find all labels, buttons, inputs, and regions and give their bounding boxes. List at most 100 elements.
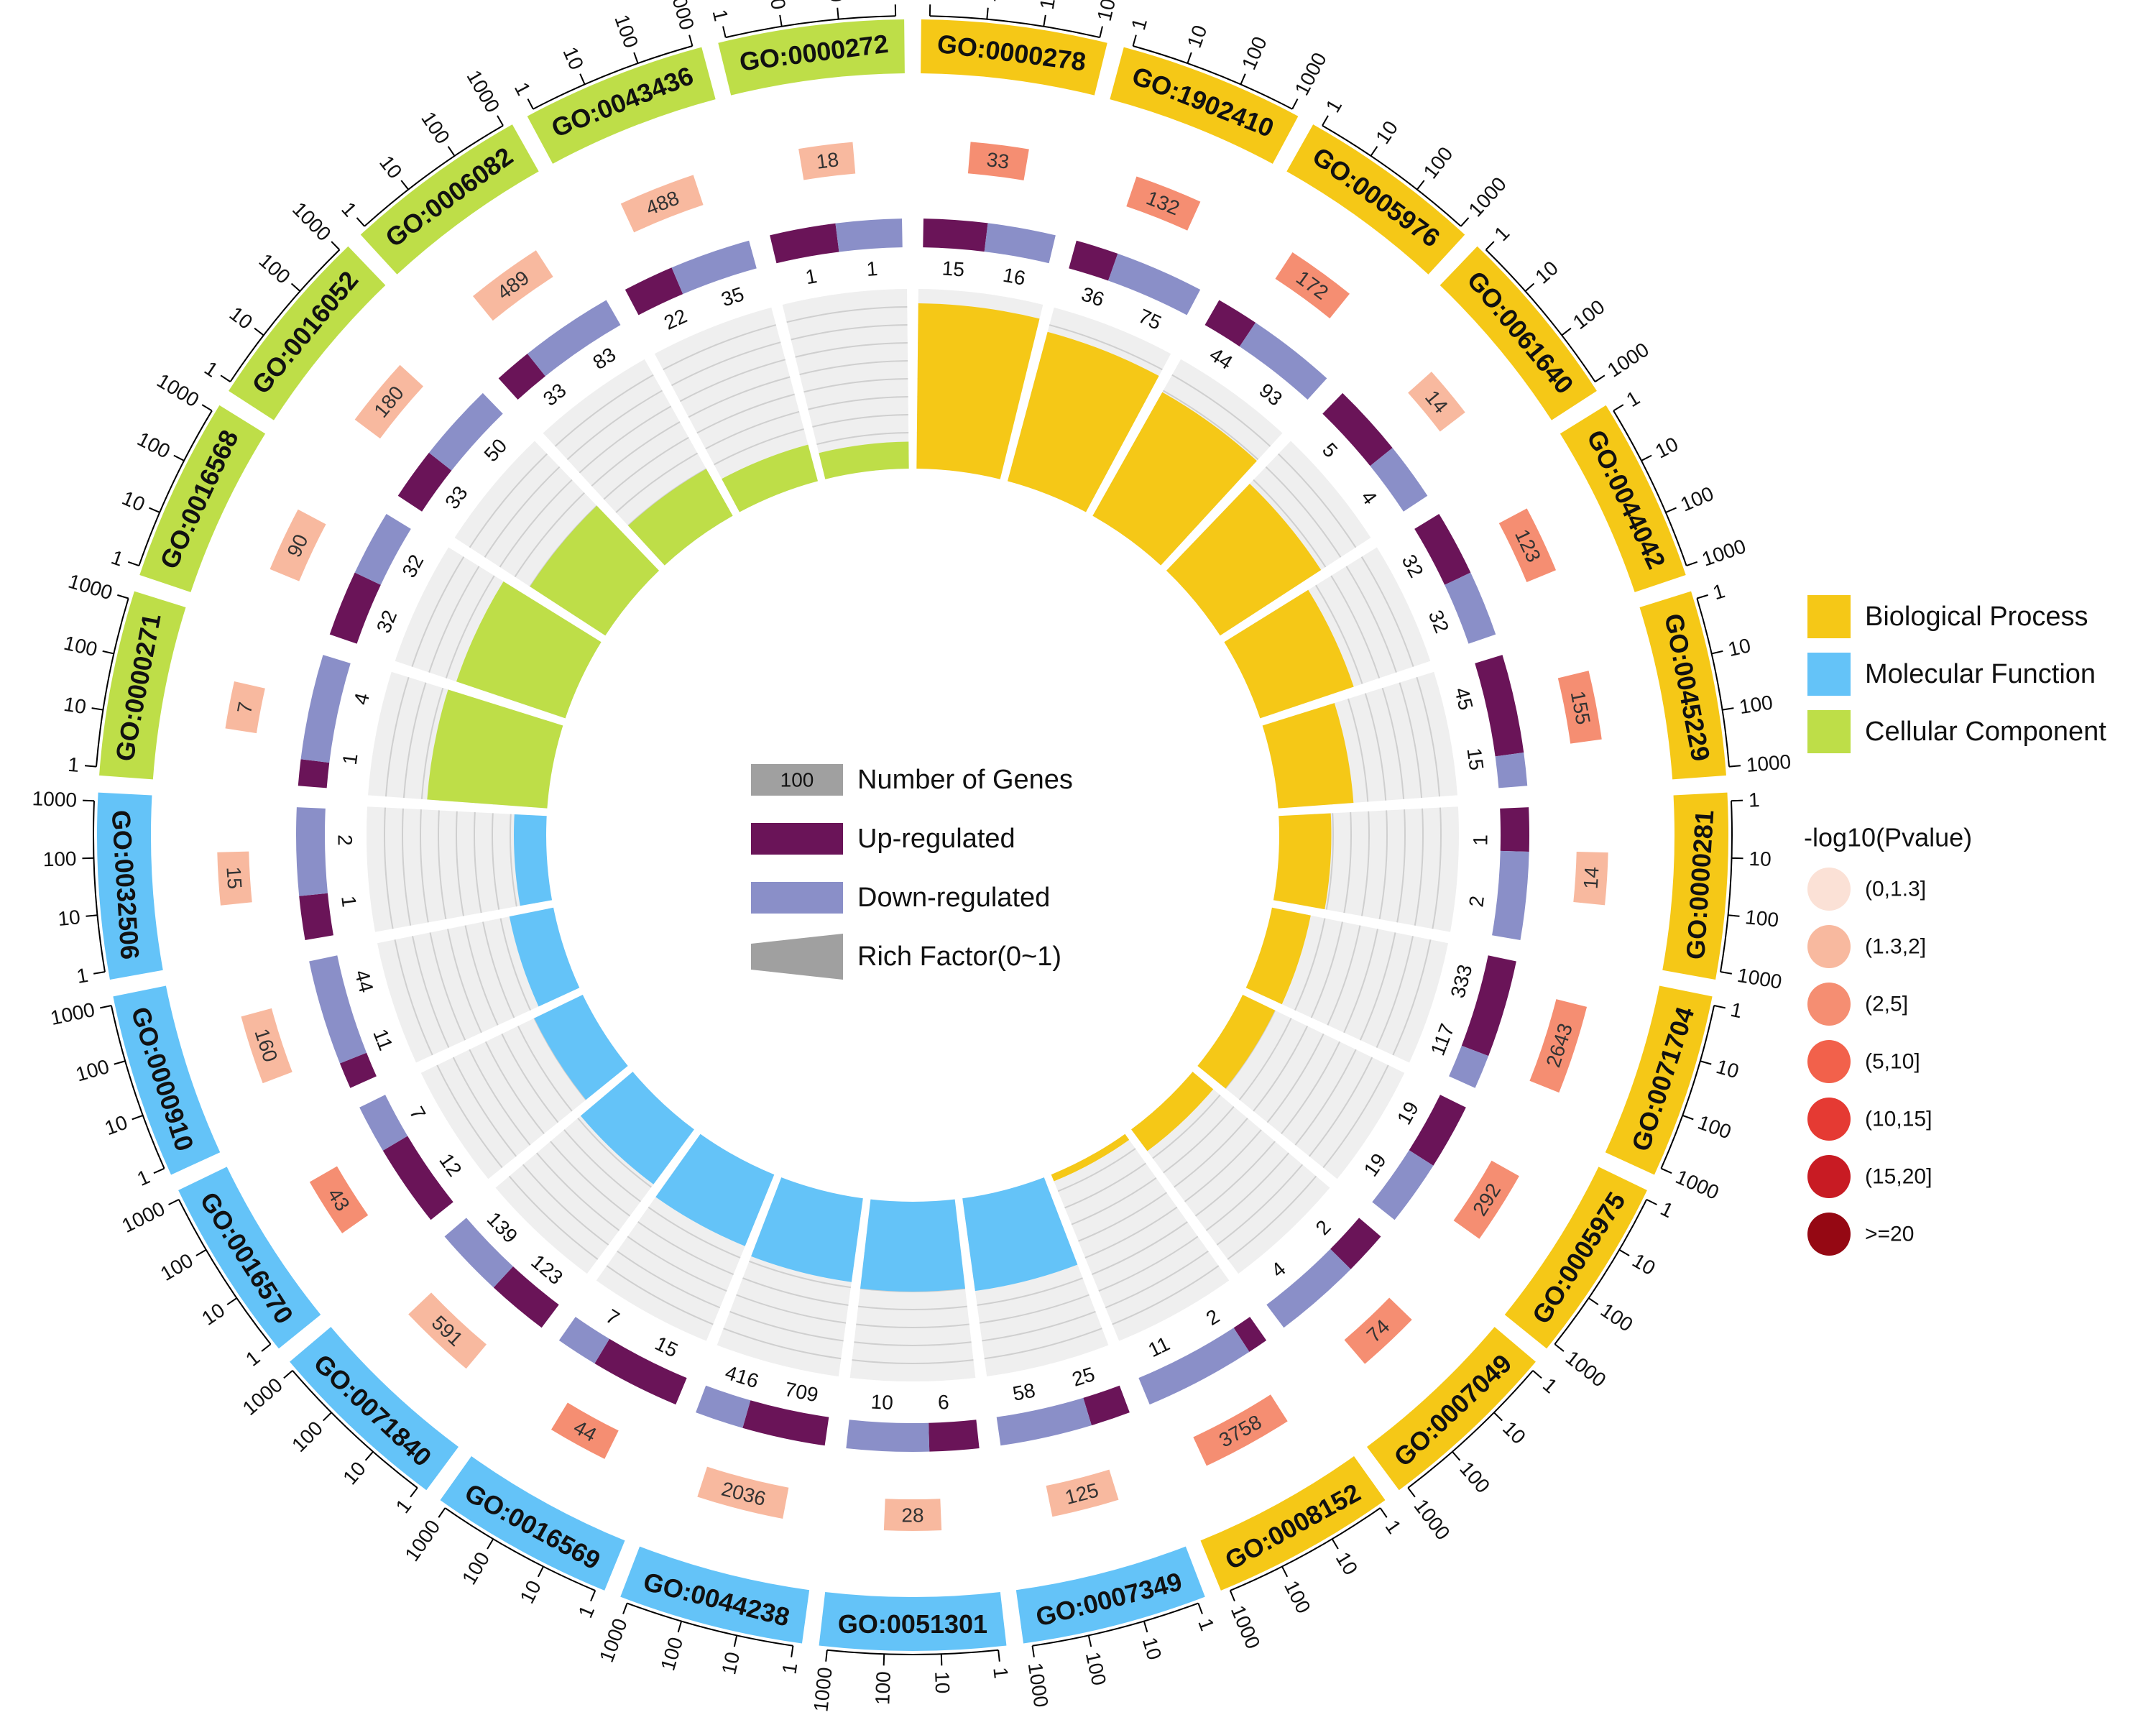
track-gridline (1325, 813, 1334, 910)
down-regulated-segment (300, 655, 351, 763)
scale-tick-label: 1000 (66, 570, 116, 604)
rich-factor-bar (722, 444, 819, 512)
category-arc (1662, 792, 1729, 980)
down-count-label: 32 (397, 551, 428, 581)
category-arc (1605, 985, 1713, 1175)
track-gridline (550, 1141, 631, 1217)
down-regulated-segment (984, 223, 1056, 264)
pvalue-legend-title: -log10(Pvalue) (1804, 823, 1972, 852)
scale-tick (1697, 594, 1708, 599)
track-gridline (1399, 682, 1423, 799)
scale-tick-label: 10 (1138, 1634, 1166, 1662)
scale-tick-label: 1 (1728, 998, 1744, 1023)
track-gridline (508, 1175, 599, 1260)
gene-count-box (309, 1166, 369, 1233)
legend-label: Number of Genes (857, 765, 1073, 795)
gene-count-box (354, 364, 423, 439)
scale-tick (261, 1343, 272, 1352)
down-count-label: 83 (589, 343, 619, 374)
down-regulated-segment (428, 392, 503, 471)
sector-separator (364, 796, 551, 816)
track-gridline (1378, 810, 1388, 920)
gene-count-box (1193, 1394, 1288, 1466)
scale-axis (1720, 801, 1733, 972)
rich-factor-bar (751, 1177, 863, 1282)
scale-tick-label: 1 (1710, 579, 1728, 604)
up-regulated-segment (299, 893, 333, 941)
track-gridline (1281, 1041, 1341, 1134)
scale-tick-label: 1000 (32, 787, 78, 811)
scale-tick (837, 7, 839, 19)
down-count-label: 416 (723, 1361, 762, 1393)
track-gridline (394, 939, 433, 1056)
go-term-label: GO:0005976 (1307, 141, 1446, 253)
scale-tick-label: 1 (1194, 1616, 1218, 1634)
down-regulated-segment (1372, 1150, 1434, 1220)
category-legend-swatch (1807, 653, 1851, 696)
pvalue-legend-label: (15,20] (1865, 1165, 1932, 1189)
scale-tick-label: 100 (42, 847, 77, 870)
track-gridline (411, 556, 465, 667)
track-gridline (671, 341, 781, 387)
scale-tick (1291, 98, 1299, 110)
track-gridline (729, 1310, 844, 1342)
track-gridline (452, 1057, 517, 1157)
down-count-label: 75 (1135, 305, 1164, 334)
scale-tick (537, 1566, 544, 1578)
down-regulated-segment (1266, 1248, 1351, 1328)
down-count-label: 4 (1267, 1257, 1290, 1282)
gene-count-label: 33 (985, 148, 1010, 173)
scale-tick-label: 1000 (1291, 49, 1331, 99)
down-count-label: 2 (333, 834, 356, 846)
rich-factor-track (367, 806, 553, 932)
sector-separator (1043, 1171, 1119, 1348)
rich-factor-bar (819, 441, 909, 479)
sector-separator (1217, 537, 1379, 644)
scale-tick-label: 1000 (1746, 750, 1792, 776)
rich-factor-bar (860, 1199, 965, 1292)
down-count-label: 139 (483, 1208, 522, 1247)
scale-tick (940, 1654, 943, 1666)
scale-tick-label: 1000 (1409, 1495, 1454, 1544)
sector-separator (372, 899, 557, 942)
scale-tick-label: 10 (375, 152, 407, 183)
rich-factor-bar (530, 505, 660, 636)
scale-tick-label: 100 (417, 108, 454, 148)
scale-axis (1485, 249, 1596, 382)
sector-separator (706, 1171, 783, 1348)
scale-tick-label: 10 (102, 1111, 131, 1140)
sector-separator (645, 351, 742, 519)
scale-tick-label: 1000 (400, 1516, 444, 1565)
gene-count-box (883, 1499, 942, 1531)
scale-tick-label: 10 (515, 1577, 545, 1607)
track-gridline (1194, 1141, 1276, 1217)
pvalue-legend-label: (0,1.3] (1865, 878, 1926, 901)
scale-tick (1043, 14, 1046, 27)
down-regulated-segment (996, 1397, 1092, 1446)
down-regulated-segment (1492, 850, 1529, 941)
pvalue-legend-swatch (1807, 983, 1851, 1026)
legend-swatch-text: 100 (780, 769, 814, 791)
gene-count-box (1498, 508, 1557, 583)
scale-tick (1711, 650, 1723, 655)
scale-tick (438, 1507, 446, 1518)
up-regulated-segment (397, 452, 452, 512)
scale-tick (883, 1654, 885, 1666)
track-gridline (1359, 932, 1396, 1041)
up-count-label: 333 (1446, 962, 1476, 1000)
scale-axis (1407, 1370, 1534, 1489)
scale-tick-label: 1 (67, 753, 80, 776)
scale-tick (1588, 1297, 1599, 1305)
scale-axis (929, 15, 1100, 39)
scale-tick (1416, 180, 1425, 190)
up-regulated-segment (298, 759, 330, 788)
scale-tick (825, 1650, 828, 1662)
track-gridline (1266, 1033, 1325, 1123)
up-count-label: 22 (660, 305, 690, 334)
scale-tick (579, 73, 586, 85)
down-count-label: 16 (1001, 264, 1027, 290)
up-regulated-segment (498, 354, 545, 400)
scale-tick-label: 1 (989, 1666, 1012, 1680)
track-gridline (1184, 1129, 1262, 1202)
